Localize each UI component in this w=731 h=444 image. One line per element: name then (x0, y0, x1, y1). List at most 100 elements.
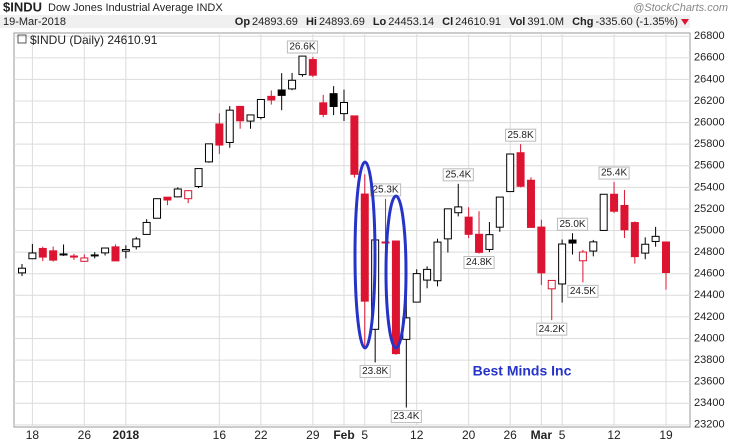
candle-body (132, 238, 141, 248)
candle-body (246, 114, 255, 122)
x-tick-label: Feb (333, 428, 354, 442)
value-label-box (286, 40, 319, 54)
candle-body (662, 241, 670, 274)
highlight-ellipse (353, 160, 377, 350)
candle-body (485, 234, 494, 250)
x-tick-label: 22 (254, 428, 268, 442)
candle-body (568, 239, 577, 244)
stat-label: Lo (373, 16, 387, 28)
value-label-box (369, 183, 402, 197)
value-label: 25.4K (601, 168, 627, 179)
value-label-box (556, 217, 589, 231)
x-tick-label: 20 (462, 428, 476, 442)
stat-label: Hi (306, 16, 317, 28)
value-label: 25.3K (372, 185, 398, 196)
y-tick-label: 24400 (694, 289, 725, 301)
x-tick-label: Mar (531, 428, 553, 442)
value-label: 24.2K (539, 324, 565, 335)
candle-body (28, 252, 37, 260)
value-label: 23.8K (362, 366, 388, 377)
y-tick-label: 25800 (694, 138, 725, 150)
x-tick-label: 26 (78, 428, 92, 442)
candle-body (142, 221, 151, 235)
candle-body (111, 246, 120, 262)
stat-label: Chg (572, 16, 593, 28)
candle-body (423, 268, 432, 281)
x-tick-label: 16 (213, 428, 227, 442)
candle-body (153, 198, 162, 219)
x-tick-label: 12 (410, 428, 424, 442)
header-bar (0, 15, 690, 28)
candle-body (194, 168, 203, 187)
candle-body (225, 109, 234, 143)
y-tick-label: 24800 (694, 246, 725, 258)
x-tick-label: 5 (361, 428, 368, 442)
candle-body (516, 152, 525, 187)
candle-body (641, 243, 650, 254)
value-label: 25.4K (445, 169, 471, 180)
value-label: 25.8K (508, 130, 534, 141)
candle-body (184, 190, 193, 200)
stat-value: 391.0M (527, 16, 564, 28)
stat-value: -335.60 (-1.35%) (595, 16, 678, 28)
y-tick-label: 26000 (694, 117, 725, 129)
candle-body (101, 247, 110, 254)
candle-body (80, 257, 89, 262)
candle-body (329, 93, 338, 108)
candles: 26.6K 23.8K 25.3K 23.4K 25.4K 24.8K 25.8K 24.2K… (18, 40, 670, 424)
candle-body (360, 193, 369, 302)
candle-body (651, 235, 660, 242)
candle-body (475, 233, 484, 253)
candle-body (620, 204, 629, 231)
y-tick-label: 25400 (694, 181, 725, 193)
candle-body (578, 251, 587, 262)
candle-body (599, 193, 608, 231)
legend-icon (17, 34, 27, 44)
candle-body (204, 143, 213, 163)
y-tick-label: 26200 (694, 95, 725, 107)
candle-body (464, 216, 473, 235)
value-label-box (505, 128, 537, 142)
y-tick-label: 26600 (694, 52, 725, 64)
y-tick-label: 23200 (694, 419, 725, 431)
candle-body (433, 241, 442, 282)
x-tick-label: 12 (607, 428, 621, 442)
candle-body (340, 102, 348, 115)
candle-body (121, 249, 130, 252)
stat-value: 24893.69 (252, 16, 298, 28)
y-tick-label: 23800 (694, 354, 725, 366)
y-tick-label: 25000 (694, 224, 725, 236)
candle-body (526, 179, 535, 228)
candle-body (319, 102, 328, 115)
candle-body (69, 255, 78, 258)
candle-body (443, 208, 452, 240)
watermark: Best Minds Inc (473, 363, 572, 379)
candle-body (18, 267, 26, 274)
stat-value: 24453.14 (388, 16, 434, 28)
value-label-box (359, 364, 391, 378)
candle-body (589, 241, 598, 252)
plot-frame (13, 32, 691, 428)
y-tick-label: 23600 (694, 376, 725, 388)
value-label-box (390, 410, 422, 424)
y-tick-label: 25200 (694, 203, 725, 215)
value-label-box (536, 322, 568, 336)
y-tick-label: 24600 (694, 268, 725, 280)
value-label: 23.4K (393, 411, 419, 422)
value-label: 24.5K (570, 286, 596, 297)
candle-body (236, 105, 245, 122)
y-tick-label: 23400 (694, 397, 725, 409)
stat-label: Cl (442, 16, 453, 28)
grid: 23200 23400 23600 23800 24000 24200 24400 24600… (14, 30, 725, 442)
x-tick-label: 19 (659, 428, 673, 442)
value-label-box (463, 256, 495, 270)
value-label: 24.8K (466, 257, 492, 268)
value-label-box (442, 168, 474, 182)
x-tick-label: 5 (559, 428, 566, 442)
candle-body (350, 115, 359, 175)
candle-body (547, 279, 556, 290)
candle-body (610, 193, 619, 212)
candle-body (59, 253, 68, 256)
stat-value: 24893.69 (319, 16, 365, 28)
